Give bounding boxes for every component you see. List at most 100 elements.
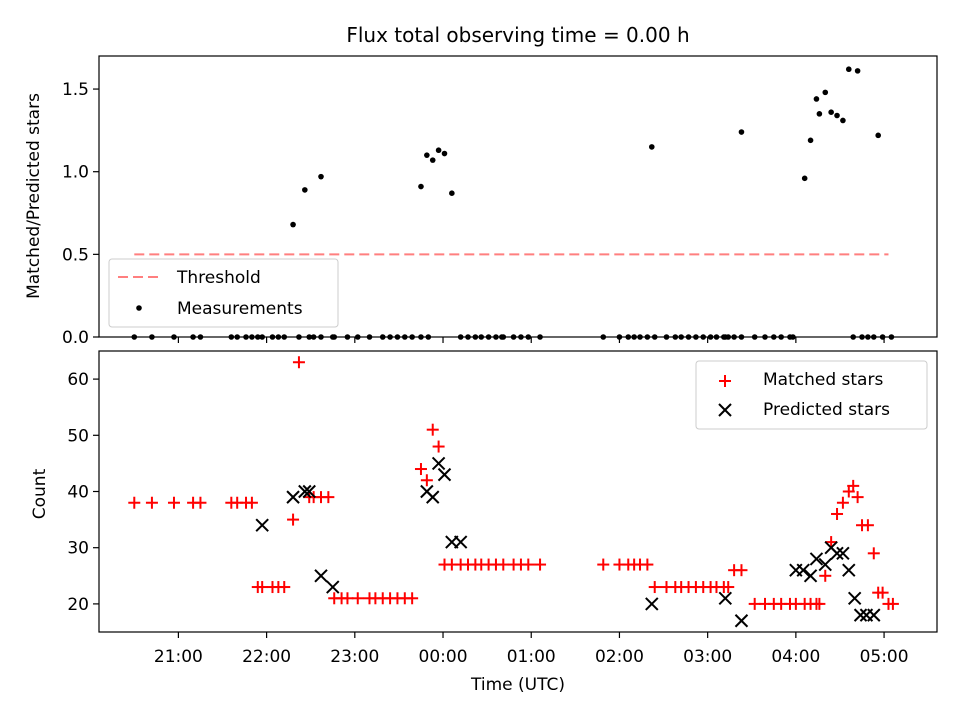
measurement-point: [269, 334, 276, 340]
measurement-point: [525, 334, 532, 340]
measurement-point: [870, 334, 877, 340]
matched-star-point: [722, 581, 735, 594]
legend-measurements-label: Measurements: [177, 299, 303, 319]
top-y-tick-label: 1.5: [62, 80, 89, 100]
matched-star-point: [287, 513, 300, 526]
measurement-point: [493, 334, 499, 340]
predicted-star-point: [836, 546, 850, 561]
matched-star-point: [861, 519, 874, 532]
top-legend-box: [108, 258, 339, 328]
predicted-star-point-b: [326, 580, 340, 594]
measurement-point: [418, 183, 424, 190]
predicted-star-point: [847, 591, 862, 605]
measurement-point: [644, 334, 651, 340]
measurement-point: [707, 334, 714, 340]
matched-star-point: [597, 558, 610, 571]
predicted-star-point: [796, 563, 810, 577]
measurement-point: [822, 89, 829, 96]
bottom-x-tick-label: 01:00: [507, 647, 556, 667]
bottom-x-tick-label: 02:00: [595, 647, 644, 667]
measurement-point: [449, 190, 455, 196]
measurement-point: [290, 221, 296, 228]
measurement-point: [485, 334, 492, 340]
top-panel: Matched/Predicted stars 0.0 0.5 1.0 1.5 Thr…: [24, 55, 938, 348]
matched-star-point: [245, 496, 258, 509]
predicted-star-point-b: [809, 552, 824, 566]
predicted-star-point: [431, 456, 446, 471]
matched-star-point: [167, 496, 180, 509]
predicted-star-point-b: [734, 614, 749, 628]
measurement-point: [801, 175, 808, 182]
measurement-point: [234, 334, 240, 340]
matched-star-point: [128, 496, 141, 509]
measurement-point: [807, 137, 814, 144]
measurement-point: [243, 334, 249, 340]
measurement-point: [310, 334, 317, 340]
measurement-point: [259, 334, 265, 340]
measurement-point: [631, 334, 637, 340]
matched-star-point: [420, 474, 433, 487]
bottom-x-tick-label: 23:00: [330, 647, 379, 667]
bottom-x-tick-label: 00:00: [419, 647, 468, 667]
measurement-point: [713, 334, 720, 340]
top-y-tick-label: 1.0: [62, 163, 89, 183]
predicted-star-point: [453, 535, 468, 549]
matched-star-point: [522, 558, 535, 571]
measurement-point: [171, 334, 177, 340]
measurement-point: [275, 334, 282, 340]
bottom-x-tick-label: 03:00: [683, 647, 732, 667]
legend-threshold-label: Threshold: [176, 268, 261, 288]
measurement-point: [859, 334, 865, 340]
predicted-star-point: [437, 467, 452, 482]
legend-matched-swatch: [719, 375, 731, 387]
predicted-star-point-b: [803, 569, 818, 583]
matched-star-point: [819, 569, 832, 582]
measurement-point: [616, 334, 623, 340]
bottom-y-axis-label: Count: [30, 468, 50, 519]
measurement-point: [424, 152, 430, 158]
bottom-legend-box: [695, 360, 928, 430]
measurement-point: [722, 334, 729, 340]
measurement-point: [331, 334, 338, 340]
bottom-legend: Matched stars Predicted stars: [695, 360, 928, 430]
predicted-star-point-b: [298, 484, 312, 499]
measurement-point: [281, 334, 288, 340]
matched-star-point: [748, 597, 761, 610]
measurement-point: [418, 334, 424, 340]
predicted-star-point-b: [796, 563, 810, 577]
measurement-point: [834, 112, 840, 119]
measurement-point: [296, 334, 302, 340]
measurement-point: [379, 334, 386, 340]
matched-star-point: [836, 496, 849, 509]
predicted-star-point-b: [431, 456, 446, 471]
predicted-star-point: [803, 569, 818, 583]
bottom-x-tick-label: 22:00: [242, 647, 291, 667]
predicted-star-point: [818, 557, 832, 572]
bottom-y-ticks: 20 30 40 50 60: [67, 370, 99, 615]
measurement-point: [700, 334, 707, 340]
top-y-axis-label: Matched/Predicted stars: [24, 93, 44, 299]
matched-star-point: [876, 586, 889, 599]
predicted-star-point: [286, 490, 300, 504]
measurement-point: [366, 334, 373, 340]
bottom-x-tick-label: 04:00: [771, 647, 820, 667]
matched-star-point: [735, 564, 748, 577]
measurement-point: [302, 187, 308, 193]
predicted-star-point-b: [867, 608, 881, 622]
matched-star-point: [825, 536, 838, 549]
predicted-star-point: [326, 580, 340, 594]
measurement-point: [625, 334, 632, 340]
measurement-point: [190, 334, 196, 340]
predicted-star-point: [842, 563, 856, 577]
matched-star-point: [341, 592, 354, 605]
measurement-point: [318, 334, 324, 340]
measurement-point: [354, 334, 361, 340]
measurement-point: [409, 334, 415, 340]
measurement-point: [401, 334, 408, 340]
matched-star-point: [831, 507, 844, 520]
measurement-point: [816, 111, 823, 117]
measurement-point: [771, 334, 777, 340]
bottom-y-tick-label: 40: [67, 483, 89, 503]
measurement-point: [306, 334, 313, 340]
measurement-point: [478, 334, 485, 340]
